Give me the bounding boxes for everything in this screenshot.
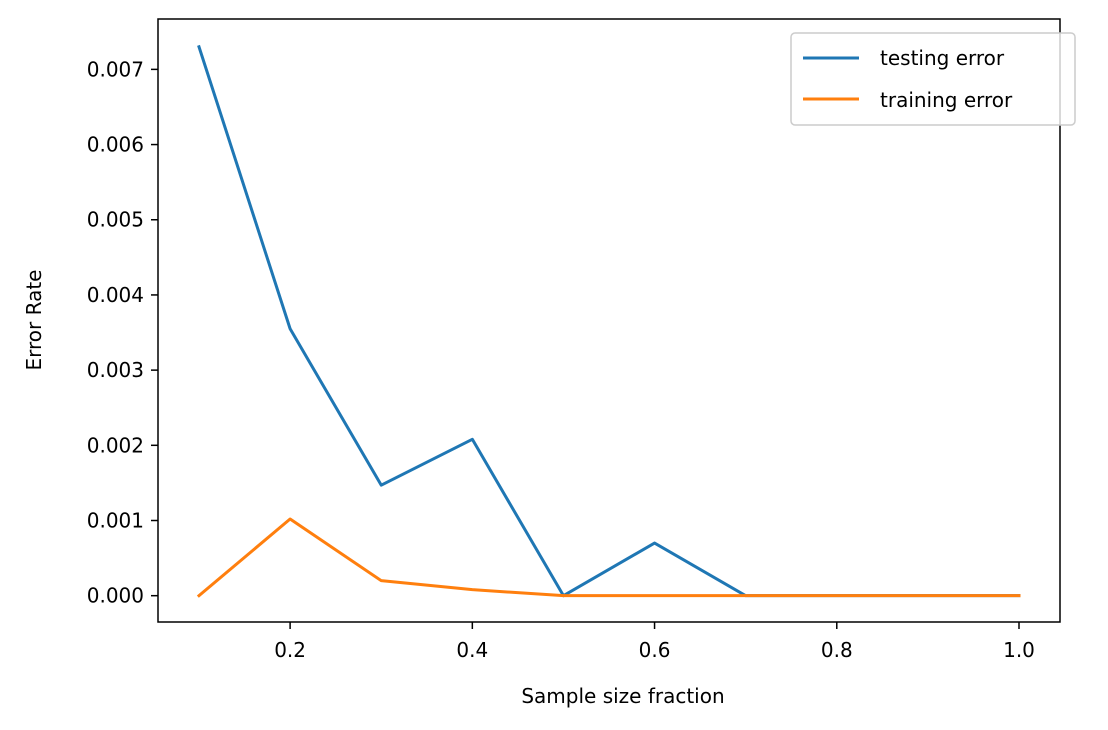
x-axis: 0.2 0.4 0.6 0.8 1.0: [274, 622, 1035, 662]
y-axis-label: Error Rate: [22, 270, 46, 371]
y-tick-label: 0.006: [87, 133, 144, 157]
legend-label-testing: testing error: [880, 46, 1005, 70]
x-tick-label: 0.6: [639, 638, 671, 662]
y-tick-label: 0.005: [87, 208, 144, 232]
x-axis-label: Sample size fraction: [521, 684, 724, 708]
y-tick-label: 0.007: [87, 57, 144, 81]
series-line-testing-error: [197, 44, 1021, 598]
series-line-training-error: [196, 517, 1021, 598]
plot-frame: [157, 18, 1061, 623]
legend: testing error training error: [790, 32, 1076, 126]
legend-box: [790, 32, 1076, 126]
x-tick-label: 0.4: [456, 638, 488, 662]
legend-label-training: training error: [880, 88, 1013, 112]
y-tick-label: 0.001: [87, 508, 144, 532]
y-axis: 0.000 0.001 0.002 0.003 0.004 0.005 0.006 0.007: [87, 57, 158, 608]
x-tick-label: 1.0: [1003, 638, 1035, 662]
y-tick-label: 0.002: [87, 433, 144, 457]
y-tick-label: 0.000: [87, 584, 144, 608]
plot-area: [157, 18, 1061, 623]
y-tick-label: 0.003: [87, 358, 144, 382]
x-tick-label: 0.2: [274, 638, 306, 662]
x-tick-label: 0.8: [821, 638, 853, 662]
y-tick-label: 0.004: [87, 283, 144, 307]
series-group: [196, 44, 1021, 598]
